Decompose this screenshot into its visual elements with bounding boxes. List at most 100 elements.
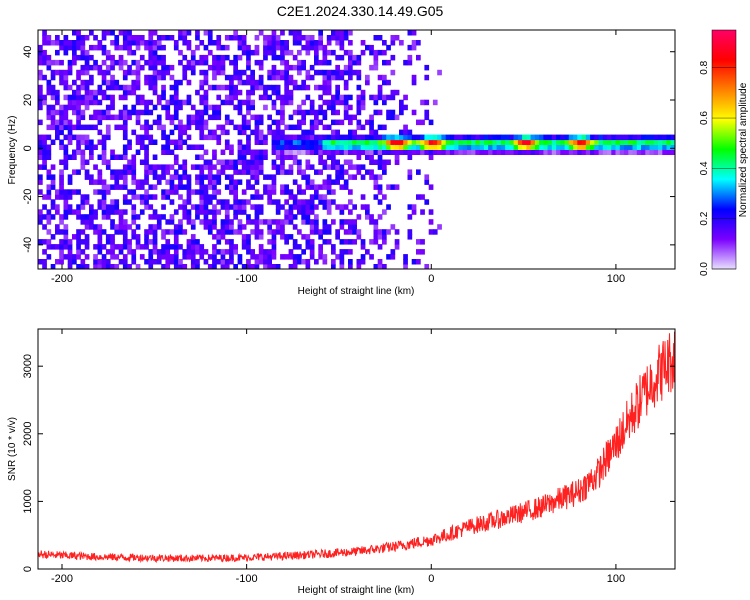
heatmap-cell xyxy=(186,184,192,190)
heatmap-cell xyxy=(326,134,332,141)
heatmap-cell xyxy=(46,174,52,180)
heatmap-cell xyxy=(212,74,217,81)
heatmap-cell xyxy=(254,129,260,136)
heatmap-cell xyxy=(305,74,311,81)
heatmap-cell xyxy=(207,159,213,165)
heatmap-cell xyxy=(224,259,230,265)
heatmap-cell xyxy=(93,109,98,116)
heatmap-cell xyxy=(152,224,158,230)
heatmap-cell xyxy=(195,89,200,96)
heatmap-cell xyxy=(80,35,86,41)
heatmap-cell xyxy=(55,109,60,116)
heatmap-cell xyxy=(271,104,277,111)
heatmap-cell xyxy=(212,194,217,200)
heatmap-cell xyxy=(182,40,188,46)
snr-x-tick-label: 0 xyxy=(428,573,434,585)
heatmap-cell xyxy=(292,214,298,220)
heatmap-cell xyxy=(182,169,188,175)
heatmap-cell xyxy=(314,54,319,61)
heatmap-cell xyxy=(246,124,251,131)
heatmap-cell xyxy=(564,139,570,145)
heatmap-cell xyxy=(594,144,599,150)
heatmap-cell xyxy=(156,249,162,255)
heatmap-cell xyxy=(127,169,132,175)
heatmap-cell xyxy=(199,164,205,170)
heatmap-cell xyxy=(348,59,353,66)
heatmap-cell xyxy=(182,74,188,81)
heatmap-cell xyxy=(258,259,264,265)
heatmap-cell xyxy=(590,149,595,155)
heatmap-cell xyxy=(331,249,336,255)
heatmap-cell xyxy=(420,99,425,106)
heatmap-cell xyxy=(101,69,107,76)
heatmap-cell xyxy=(131,249,137,255)
heatmap-cell xyxy=(297,209,302,215)
heatmap-cell xyxy=(292,199,298,205)
heatmap-cell xyxy=(246,199,251,205)
heatmap-cell xyxy=(76,74,81,81)
heatmap-cell xyxy=(343,219,349,225)
heatmap-cell xyxy=(292,109,298,116)
heatmap-cell xyxy=(250,169,255,175)
heatmap-cell xyxy=(169,189,175,195)
heatmap-cell xyxy=(233,35,238,41)
heatmap-cell xyxy=(72,49,77,56)
heatmap-cell xyxy=(441,134,447,141)
heatmap-cell xyxy=(220,204,226,210)
heatmap-cell xyxy=(67,179,73,185)
heatmap-cell xyxy=(101,199,107,205)
heatmap-cell xyxy=(305,174,311,180)
heatmap-cell xyxy=(203,204,209,210)
heatmap-cell xyxy=(80,259,86,265)
heatmap-cell xyxy=(63,84,69,91)
heatmap-cell xyxy=(369,154,374,160)
heatmap-cell xyxy=(122,169,128,175)
heatmap-cell xyxy=(326,69,332,76)
heatmap-cell xyxy=(301,84,306,91)
heatmap-cell xyxy=(114,169,120,175)
heatmap-cell xyxy=(84,234,90,240)
heatmap-cell xyxy=(131,234,137,240)
heatmap-cell xyxy=(38,44,43,51)
heatmap-cell xyxy=(271,54,277,61)
heatmap-cell xyxy=(424,134,430,141)
heatmap-cell xyxy=(322,44,328,51)
heatmap-cell xyxy=(356,154,362,160)
heatmap-cell xyxy=(195,119,200,126)
heatmap-cell xyxy=(352,69,357,76)
heatmap-cell xyxy=(139,159,145,165)
heatmap-cell xyxy=(280,109,285,116)
heatmap-cell xyxy=(241,35,247,41)
heatmap-cell xyxy=(331,35,336,41)
heatmap-cell xyxy=(399,109,404,116)
heatmap-cell xyxy=(449,134,455,141)
heatmap-cell xyxy=(539,144,544,150)
heatmap-cell xyxy=(195,35,200,41)
heatmap-cell xyxy=(250,184,255,190)
heatmap-cell xyxy=(169,244,175,250)
heatmap-cell xyxy=(382,40,387,46)
heatmap-cell xyxy=(534,144,540,150)
heatmap-cell xyxy=(241,244,247,250)
heatmap-cell xyxy=(267,94,272,101)
heatmap-cell xyxy=(216,189,222,195)
heatmap-cell xyxy=(105,134,111,141)
heatmap-cell xyxy=(271,44,277,51)
heatmap-cell xyxy=(318,69,323,76)
heatmap-cell xyxy=(322,89,328,96)
heatmap-cell xyxy=(475,149,481,155)
heatmap-cell xyxy=(365,149,370,155)
heatmap-cell xyxy=(101,244,107,250)
heatmap-cell xyxy=(288,264,294,269)
heatmap-cell xyxy=(297,134,302,141)
heatmap-cell xyxy=(67,249,73,255)
heatmap-cell xyxy=(280,94,285,101)
heatmap-cell xyxy=(42,35,47,41)
heatmap-cell xyxy=(101,259,107,265)
heatmap-cell xyxy=(72,59,77,66)
heatmap-cell xyxy=(288,49,294,56)
heatmap-cell xyxy=(581,149,587,155)
heatmap-cell xyxy=(382,94,387,101)
heatmap-cell xyxy=(80,124,86,131)
